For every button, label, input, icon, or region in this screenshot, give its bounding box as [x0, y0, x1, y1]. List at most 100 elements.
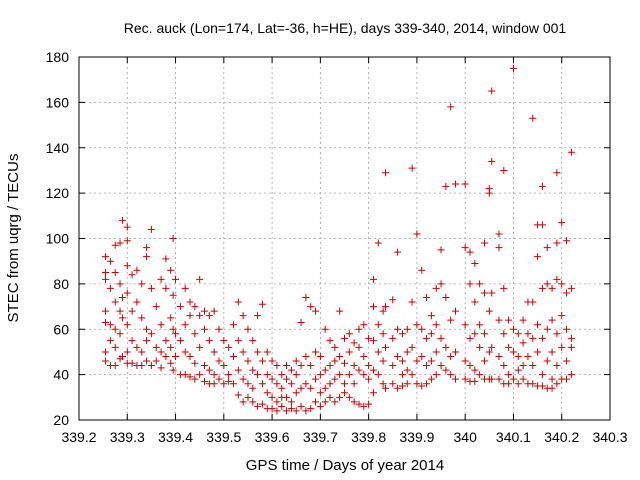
data-point [128, 271, 136, 279]
data-point [413, 230, 421, 238]
data-point [138, 280, 146, 288]
data-point [234, 298, 242, 306]
data-point [205, 312, 213, 320]
data-point [418, 352, 426, 360]
data-point [514, 330, 522, 338]
data-point [283, 393, 291, 401]
data-point [360, 371, 368, 379]
data-point [106, 284, 114, 292]
data-point [538, 221, 546, 229]
data-point [369, 366, 377, 374]
data-point [336, 352, 344, 360]
data-point [326, 337, 334, 345]
data-point [123, 262, 131, 270]
data-point [360, 352, 368, 360]
data-point [524, 330, 532, 338]
data-point [123, 321, 131, 329]
data-point [529, 334, 537, 342]
data-point [476, 280, 484, 288]
data-point [176, 337, 184, 345]
data-point [167, 359, 175, 367]
data-point [500, 166, 508, 174]
data-point [432, 321, 440, 329]
data-point [123, 237, 131, 245]
data-point [167, 343, 175, 351]
data-point [369, 389, 377, 397]
data-point [118, 216, 126, 224]
data-point [287, 398, 295, 406]
data-point [292, 357, 300, 365]
data-point [102, 269, 110, 277]
data-point [345, 371, 353, 379]
data-point [379, 380, 387, 388]
data-point [538, 371, 546, 379]
data-point [418, 325, 426, 333]
data-point [191, 359, 199, 367]
data-point [480, 289, 488, 297]
data-point [167, 266, 175, 274]
data-point [143, 325, 151, 333]
data-point [509, 375, 517, 383]
data-point [495, 244, 503, 252]
data-point [172, 275, 180, 283]
data-point [147, 225, 155, 233]
data-point [111, 298, 119, 306]
data-point [225, 343, 233, 351]
data-point [249, 384, 257, 392]
data-point [461, 244, 469, 252]
data-point [485, 307, 493, 315]
data-point [382, 169, 390, 177]
data-point [427, 375, 435, 383]
data-point [326, 393, 334, 401]
data-point [128, 359, 136, 367]
data-point [461, 180, 469, 188]
data-point [452, 180, 460, 188]
data-point [220, 380, 228, 388]
data-point [263, 389, 271, 397]
data-point [162, 255, 170, 263]
data-point [447, 371, 455, 379]
data-point [403, 366, 411, 374]
data-point [106, 337, 114, 345]
data-point [181, 371, 189, 379]
data-point [543, 325, 551, 333]
data-point [394, 384, 402, 392]
data-point [365, 362, 373, 370]
data-point [201, 307, 209, 315]
data-point [495, 230, 503, 238]
data-point [244, 393, 252, 401]
data-point [495, 316, 503, 324]
data-point [524, 352, 532, 360]
data-point [480, 357, 488, 365]
data-point [519, 362, 527, 370]
data-point [244, 357, 252, 365]
data-point [196, 371, 204, 379]
data-point [442, 366, 450, 374]
y-tick-label: 120 [46, 185, 70, 201]
data-point [427, 330, 435, 338]
data-point [461, 321, 469, 329]
data-point [543, 280, 551, 288]
data-point [529, 362, 537, 370]
data-point [133, 343, 141, 351]
data-point [398, 330, 406, 338]
data-point [403, 380, 411, 388]
data-point [466, 248, 474, 256]
data-point [369, 337, 377, 345]
data-point [543, 357, 551, 365]
data-point [452, 307, 460, 315]
data-point [138, 362, 146, 370]
data-point [403, 325, 411, 333]
data-point [172, 352, 180, 360]
data-point [389, 334, 397, 342]
data-point [169, 235, 177, 242]
data-point [374, 371, 382, 379]
data-point [138, 314, 146, 322]
data-point [201, 325, 209, 333]
data-point [519, 339, 527, 347]
data-point [500, 362, 508, 370]
x-tick-label: 339.2 [61, 429, 96, 445]
data-point [111, 362, 119, 370]
data-point [321, 366, 329, 374]
data-point [389, 362, 397, 370]
